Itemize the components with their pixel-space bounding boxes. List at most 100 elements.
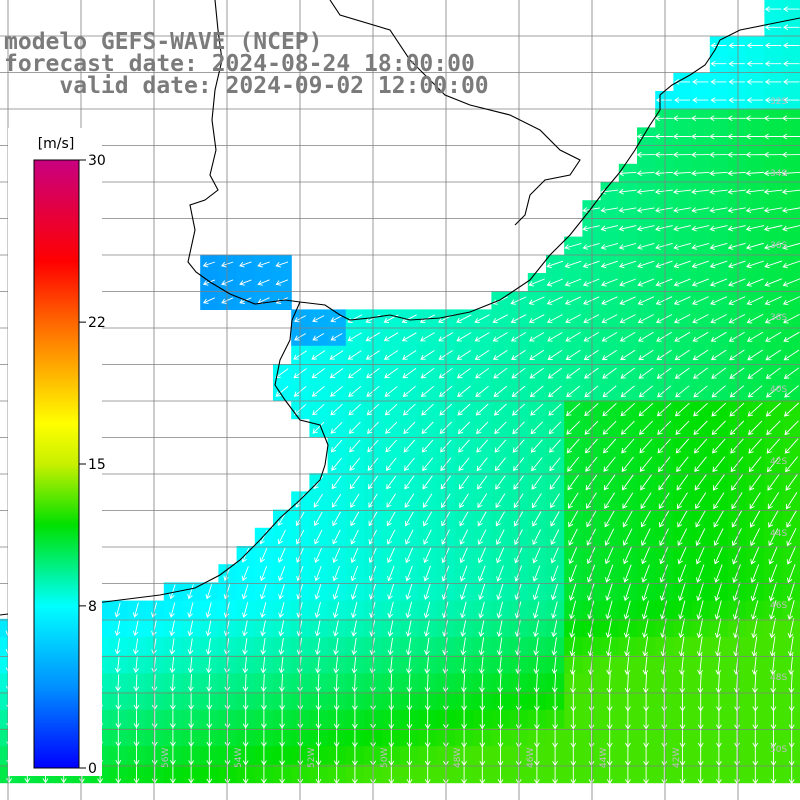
wind-arrow <box>405 583 413 600</box>
wind-arrow <box>404 511 414 527</box>
wind-arrow <box>458 475 470 490</box>
wind-arrow <box>492 314 509 324</box>
wind-arrow <box>586 528 597 546</box>
wind-arrow <box>695 528 706 547</box>
wind-arrow <box>401 332 417 342</box>
wind-arrow <box>348 385 362 397</box>
wind-arrow <box>620 349 636 361</box>
wind-arrow <box>622 492 634 509</box>
wind-arrow <box>713 528 724 547</box>
wind-arrow <box>567 492 579 509</box>
wind-arrow <box>565 314 581 324</box>
wind-arrow <box>205 584 213 600</box>
wind-arrow <box>493 350 508 360</box>
wind-arrow <box>710 296 728 305</box>
wind-arrow <box>275 279 289 286</box>
wind-arrow <box>493 385 508 398</box>
wind-arrow <box>677 528 688 546</box>
wind-arrow <box>674 402 690 417</box>
wind-arrow <box>475 367 490 379</box>
wind-arrow <box>619 314 636 324</box>
wind-arrow <box>151 728 158 747</box>
wind-arrow <box>387 619 394 637</box>
wind-arrow <box>549 475 561 490</box>
wind-arrow <box>332 529 341 545</box>
wind-arrow <box>275 261 289 268</box>
wind-arrow <box>401 314 417 323</box>
wind-arrow <box>697 672 704 694</box>
coastline <box>187 0 800 321</box>
wind-arrow <box>695 546 705 565</box>
wind-arrow <box>403 457 415 471</box>
wind-arrow <box>386 547 395 564</box>
wind-arrow <box>333 763 340 785</box>
wind-arrow <box>221 261 234 268</box>
longitude-label: 42W <box>672 748 682 768</box>
wind-arrow <box>768 546 778 565</box>
wind-arrow <box>583 332 600 342</box>
model-title: modelo GEFS-WAVE (NCEP) <box>4 29 323 55</box>
wind-arrow <box>625 763 631 785</box>
wind-arrow <box>783 97 800 103</box>
wind-arrow <box>402 403 416 416</box>
wind-arrow <box>750 564 760 583</box>
wind-arrow <box>187 638 194 655</box>
wind-arrow <box>745 151 765 158</box>
wind-arrow <box>582 225 600 232</box>
wind-arrow <box>727 188 746 195</box>
wind-arrow <box>733 618 740 639</box>
wind-arrow <box>655 314 673 324</box>
wind-arrow <box>477 511 487 527</box>
wind-arrow <box>169 674 176 692</box>
wind-arrow <box>496 583 504 601</box>
wind-arrow <box>350 511 360 527</box>
wind-arrow <box>567 456 580 472</box>
wind-arrow <box>275 386 289 397</box>
wind-arrow <box>333 691 340 711</box>
wind-arrow <box>782 207 800 214</box>
wind-arrow <box>655 278 673 287</box>
wind-arrow <box>188 710 194 729</box>
wind-arrow <box>679 672 686 694</box>
wind-arrow <box>769 618 776 639</box>
wind-arrow <box>459 511 469 527</box>
wind-arrow <box>624 636 630 657</box>
wind-arrow <box>619 332 636 342</box>
latitude-label: 42S <box>770 457 787 467</box>
wind-arrow <box>673 188 692 195</box>
wind-arrow <box>764 42 782 49</box>
wind-arrow <box>770 672 777 694</box>
wind-arrow <box>150 602 158 618</box>
wind-arrow <box>727 260 746 269</box>
wind-arrow <box>461 673 467 693</box>
wind-arrow <box>728 60 745 67</box>
wind-arrow <box>601 332 618 342</box>
wind-arrow <box>781 188 800 195</box>
wind-arrow <box>424 763 431 785</box>
wind-arrow <box>424 673 431 693</box>
wind-arrow <box>693 420 708 436</box>
wind-arrow <box>423 601 431 619</box>
wind-arrow <box>242 673 249 692</box>
wind-arrow <box>568 582 577 601</box>
wind-arrow <box>314 583 322 600</box>
wind-arrow <box>641 564 650 583</box>
wind-arrow <box>655 260 673 269</box>
wind-arrow <box>546 260 564 269</box>
wind-arrow <box>333 673 340 693</box>
wind-arrow <box>421 403 434 416</box>
wind-arrow <box>746 260 764 269</box>
wind-arrow <box>402 350 417 360</box>
latitude-label: 36S <box>770 241 787 251</box>
wind-arrow <box>403 439 416 453</box>
wind-arrow <box>224 692 231 711</box>
wind-arrow <box>788 654 794 675</box>
wind-arrow <box>330 315 343 323</box>
wind-arrow <box>783 314 800 324</box>
wind-arrow <box>566 385 581 398</box>
wind-arrow <box>711 420 726 436</box>
wind-arrow <box>783 6 800 12</box>
wind-arrow <box>601 296 618 305</box>
wind-arrow <box>676 474 689 491</box>
wind-arrow <box>242 656 249 674</box>
